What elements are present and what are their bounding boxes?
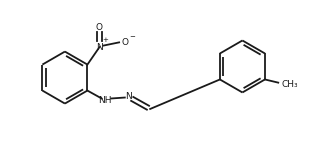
Text: NH: NH [98,96,112,105]
Text: −: − [129,34,135,40]
Text: N: N [125,92,132,101]
Text: CH₃: CH₃ [281,80,298,89]
Text: +: + [102,37,108,43]
Text: N: N [96,43,103,52]
Text: O: O [96,23,103,32]
Text: O: O [121,38,128,47]
